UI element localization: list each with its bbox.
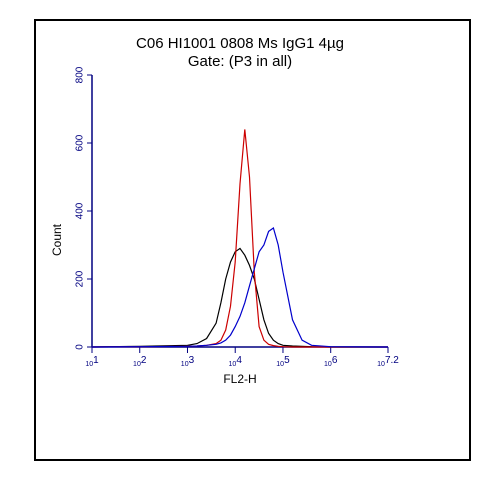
- x-tick-label: 107.2: [377, 355, 399, 368]
- x-tick-power: 2: [141, 355, 147, 366]
- y-axis-label: Count: [50, 223, 64, 256]
- x-tick-label: 106: [324, 355, 338, 368]
- y-tick-label: 800: [75, 66, 86, 83]
- x-tick-power: 7.2: [385, 355, 399, 366]
- x-tick-base: 10: [133, 361, 141, 368]
- x-axis-label: FL2-H: [223, 372, 256, 386]
- x-tick-label: 101: [85, 355, 99, 368]
- x-tick-power: 1: [93, 355, 99, 366]
- chart-title: C06 HI1001 0808 Ms IgG1 4µg: [136, 35, 344, 52]
- x-tick-base: 10: [229, 361, 237, 368]
- x-tick-power: 4: [236, 355, 242, 366]
- chart-subtitle: Gate: (P3 in all): [188, 53, 292, 70]
- y-tick-label: 200: [75, 270, 86, 287]
- x-tick-label: 102: [133, 355, 147, 368]
- y-tick-label: 400: [75, 202, 86, 219]
- x-tick-base: 10: [85, 361, 93, 368]
- x-tick-label: 105: [276, 355, 290, 368]
- x-tick-label: 103: [181, 355, 195, 368]
- y-tick-label: 0: [75, 344, 86, 350]
- x-tick-base: 10: [377, 361, 385, 368]
- x-tick-base: 10: [276, 361, 284, 368]
- x-tick-base: 10: [324, 361, 332, 368]
- x-tick-power: 5: [284, 355, 290, 366]
- x-tick-base: 10: [181, 361, 189, 368]
- series-line: [91, 247, 388, 348]
- x-tick-power: 6: [332, 355, 338, 366]
- y-tick-label: 600: [75, 134, 86, 151]
- x-tick-power: 3: [189, 355, 195, 366]
- series-line: [91, 227, 389, 348]
- x-tick-label: 104: [229, 355, 243, 368]
